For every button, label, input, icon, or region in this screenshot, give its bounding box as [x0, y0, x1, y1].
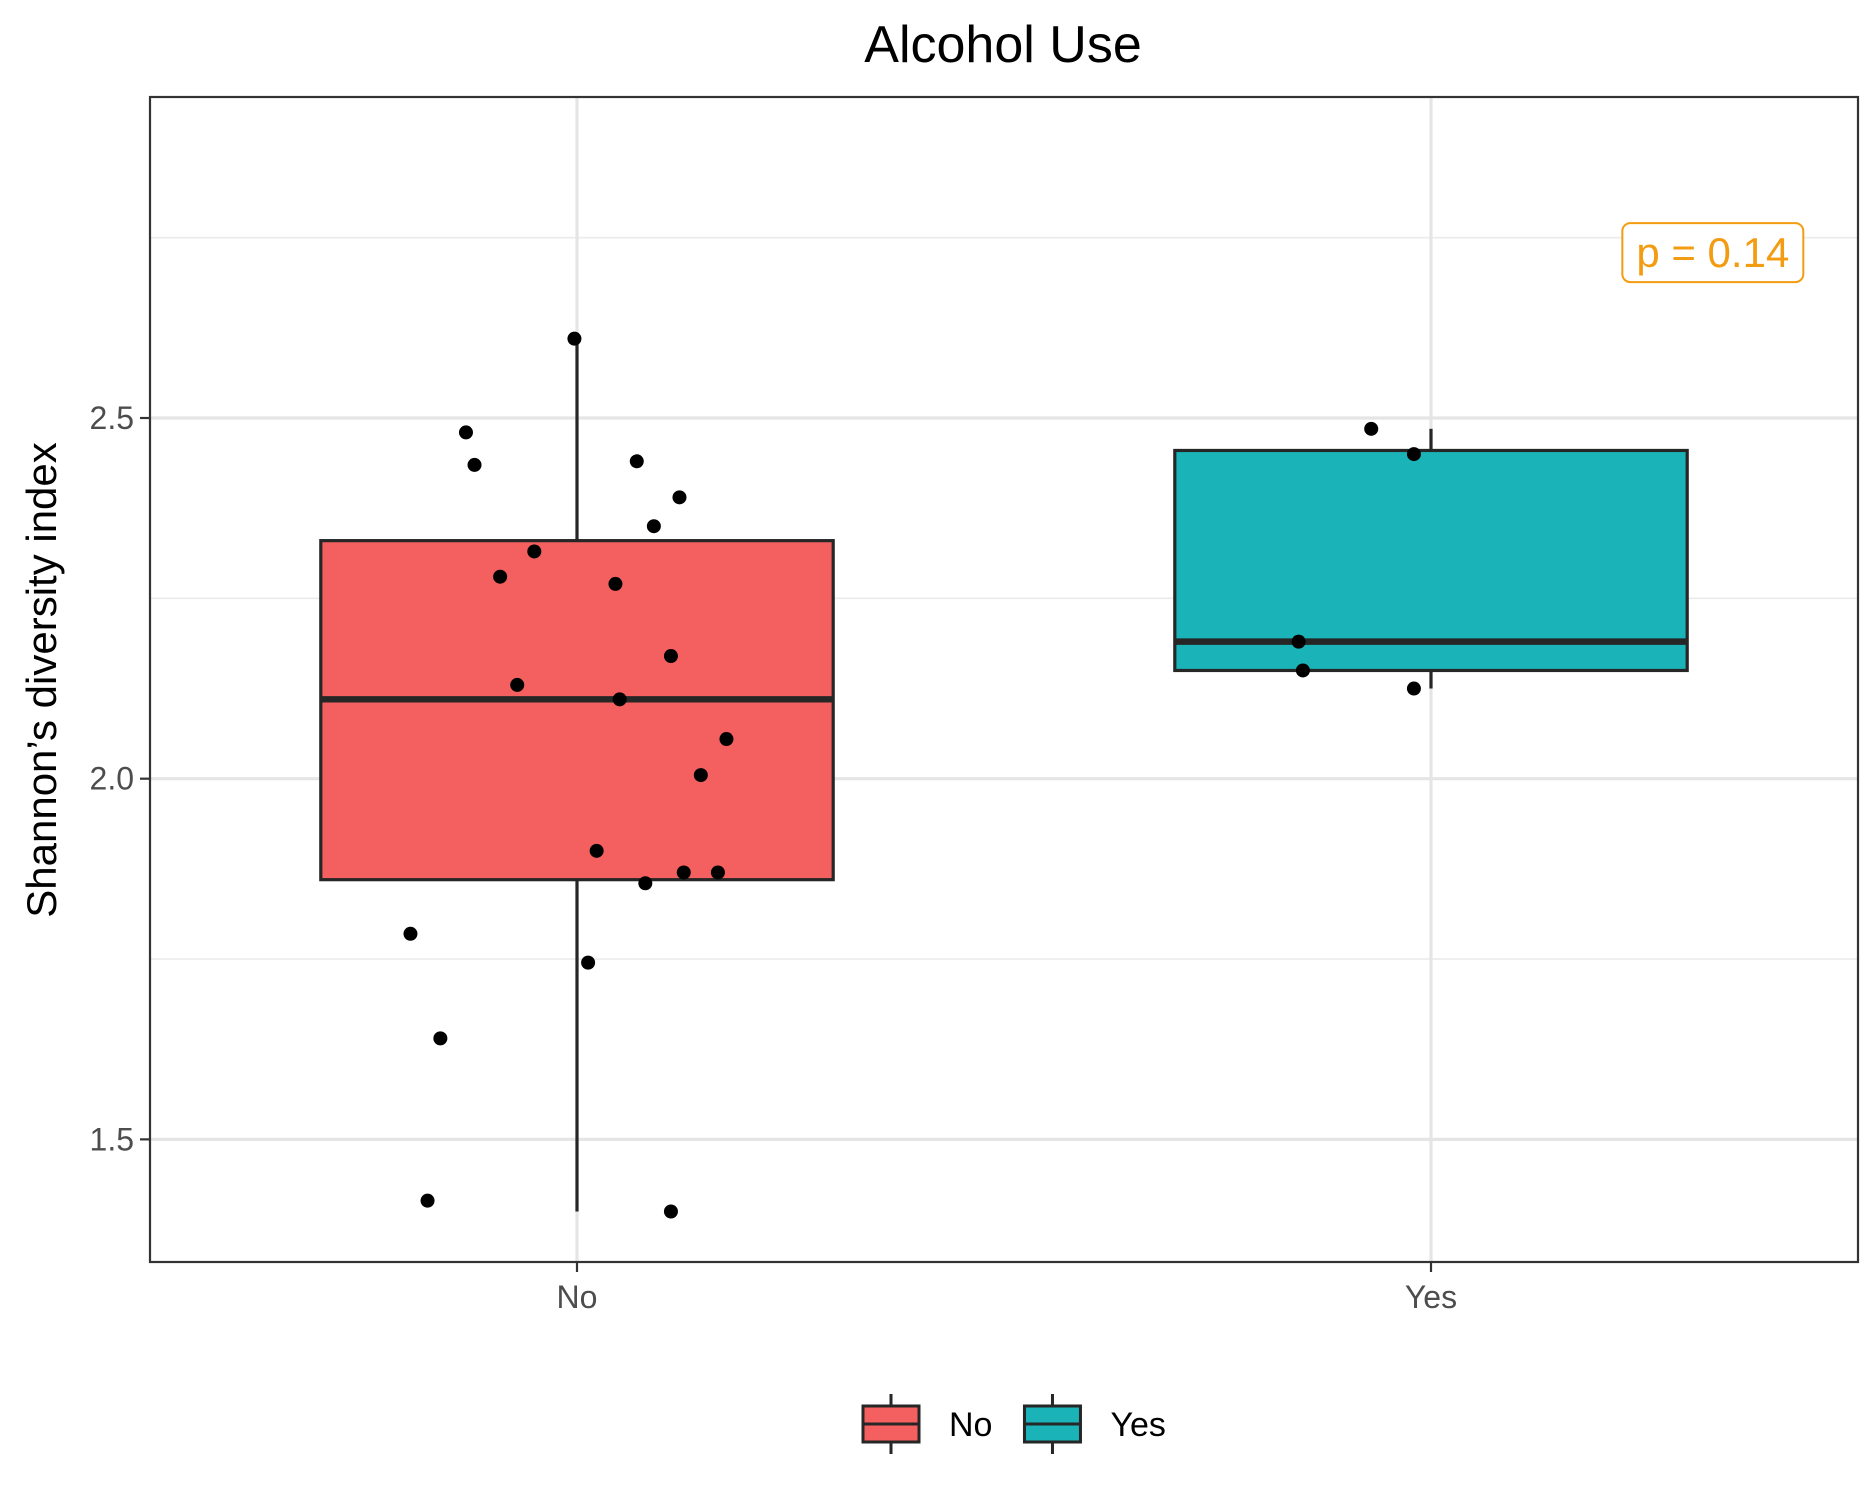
boxplot-no — [319, 338, 835, 1212]
data-point — [1364, 421, 1379, 436]
data-point — [510, 677, 525, 692]
p-value-label: p = 0.14 — [1636, 229, 1789, 276]
legend: No Yes — [861, 1394, 1166, 1454]
x-tick-label: Yes — [1405, 1279, 1457, 1315]
data-point — [710, 865, 725, 880]
plot-panel: p = 0.14 1.5 2.0 2.5 No Yes — [90, 95, 1860, 1315]
data-point — [612, 692, 627, 707]
data-point — [403, 926, 418, 941]
data-point — [1295, 663, 1310, 678]
data-point — [638, 876, 653, 891]
data-point — [1406, 681, 1421, 696]
data-point — [629, 454, 644, 469]
legend-label: Yes — [1110, 1406, 1165, 1444]
legend-item-yes: Yes — [1022, 1394, 1166, 1454]
y-tick-label: 1.5 — [90, 1121, 134, 1157]
data-point — [693, 768, 708, 783]
data-point — [663, 1204, 678, 1219]
data-point — [676, 865, 691, 880]
y-tick-label: 2.5 — [90, 400, 134, 436]
boxplot-yes — [1173, 428, 1689, 689]
data-point — [493, 569, 508, 584]
data-point — [663, 649, 678, 664]
box — [1173, 448, 1689, 673]
data-point — [589, 843, 604, 858]
y-tick-label: 2.0 — [90, 761, 134, 797]
data-point — [467, 457, 482, 472]
data-point — [1291, 634, 1306, 649]
data-point — [719, 732, 734, 747]
panel-border — [148, 95, 1860, 1264]
data-point — [646, 519, 661, 534]
p-value-annotation: p = 0.14 — [1621, 222, 1805, 284]
chart-title: Alcohol Use — [864, 16, 1141, 74]
data-point — [581, 955, 596, 970]
data-point — [420, 1193, 435, 1208]
data-point — [458, 425, 473, 440]
p-value-box — [1621, 222, 1805, 284]
legend-item-no: No — [861, 1394, 992, 1454]
data-point — [608, 576, 623, 591]
data-point — [567, 331, 582, 346]
data-point — [433, 1031, 448, 1046]
x-tick-label: No — [557, 1279, 598, 1315]
y-axis-label: Shannon’s diversity index — [18, 442, 65, 918]
data-point — [672, 490, 687, 505]
data-point — [1406, 447, 1421, 462]
data-point — [527, 544, 542, 559]
box — [319, 539, 835, 882]
legend-label: No — [949, 1406, 992, 1444]
